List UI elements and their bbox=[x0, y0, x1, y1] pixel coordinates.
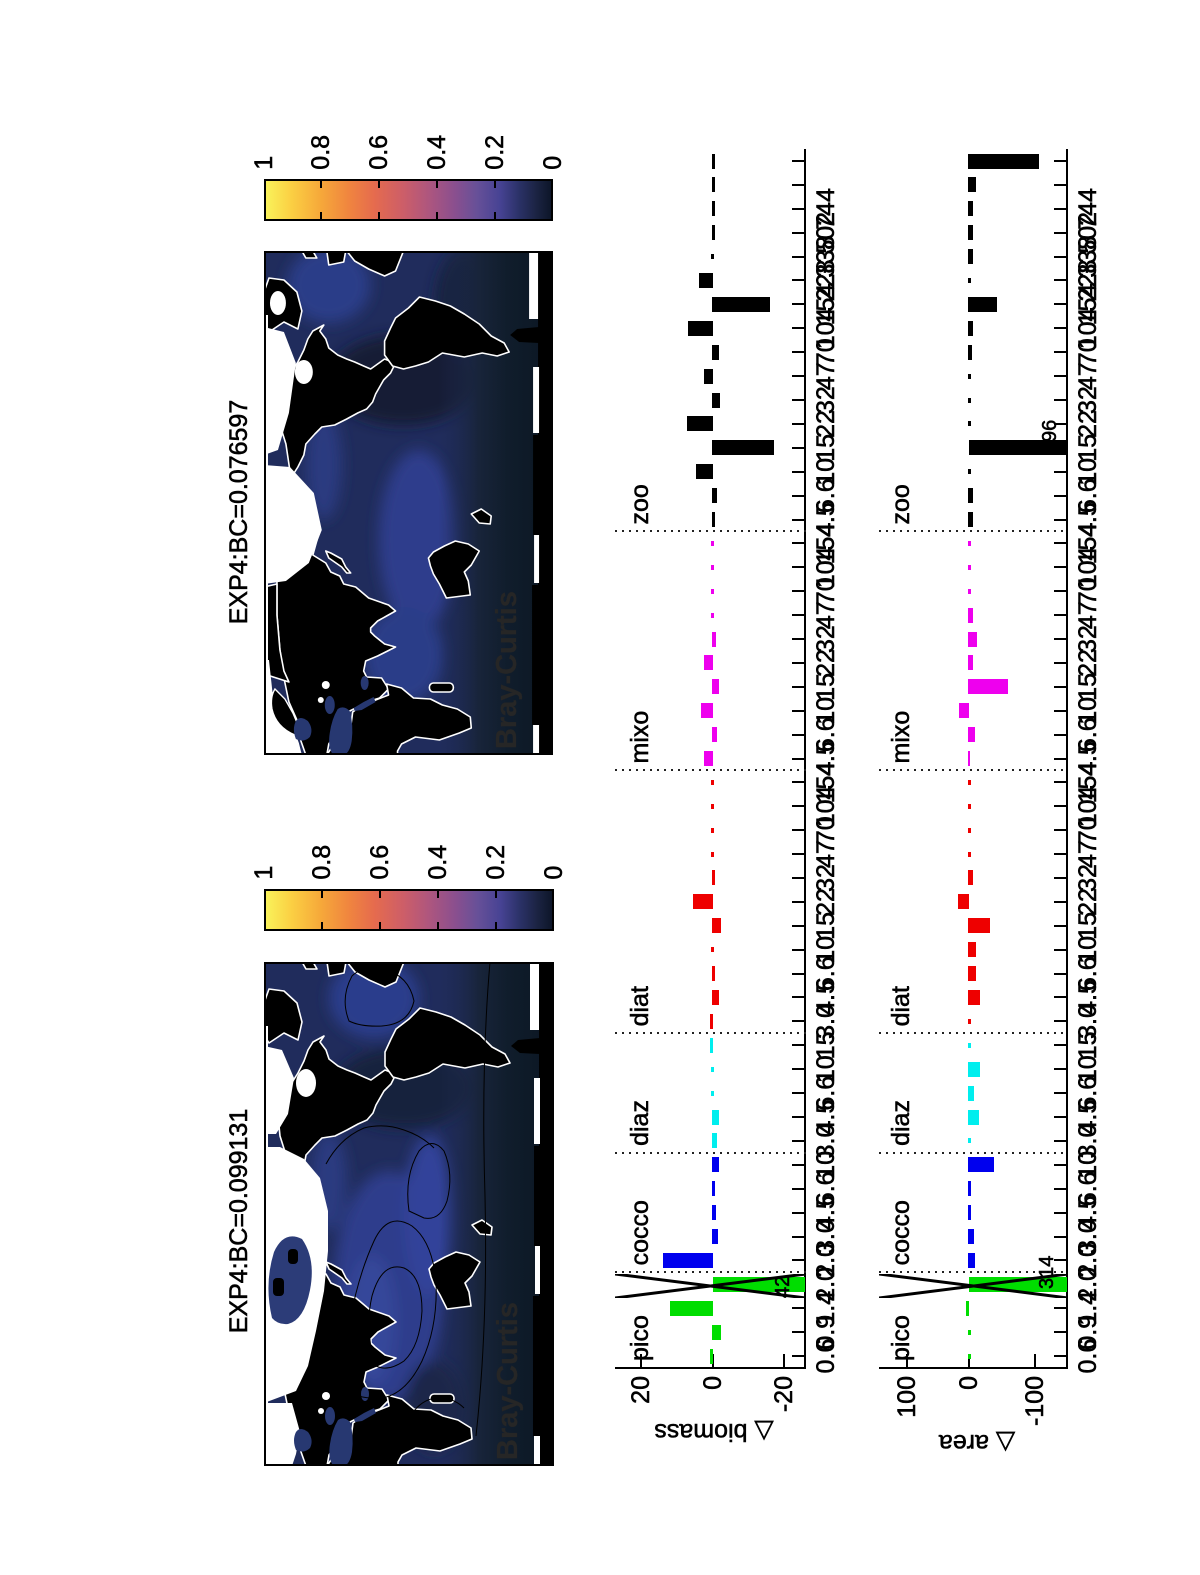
svg-text:Bray-Curtis: Bray-Curtis bbox=[492, 1302, 524, 1460]
svg-text:Bray-Curtis: Bray-Curtis bbox=[491, 592, 523, 750]
